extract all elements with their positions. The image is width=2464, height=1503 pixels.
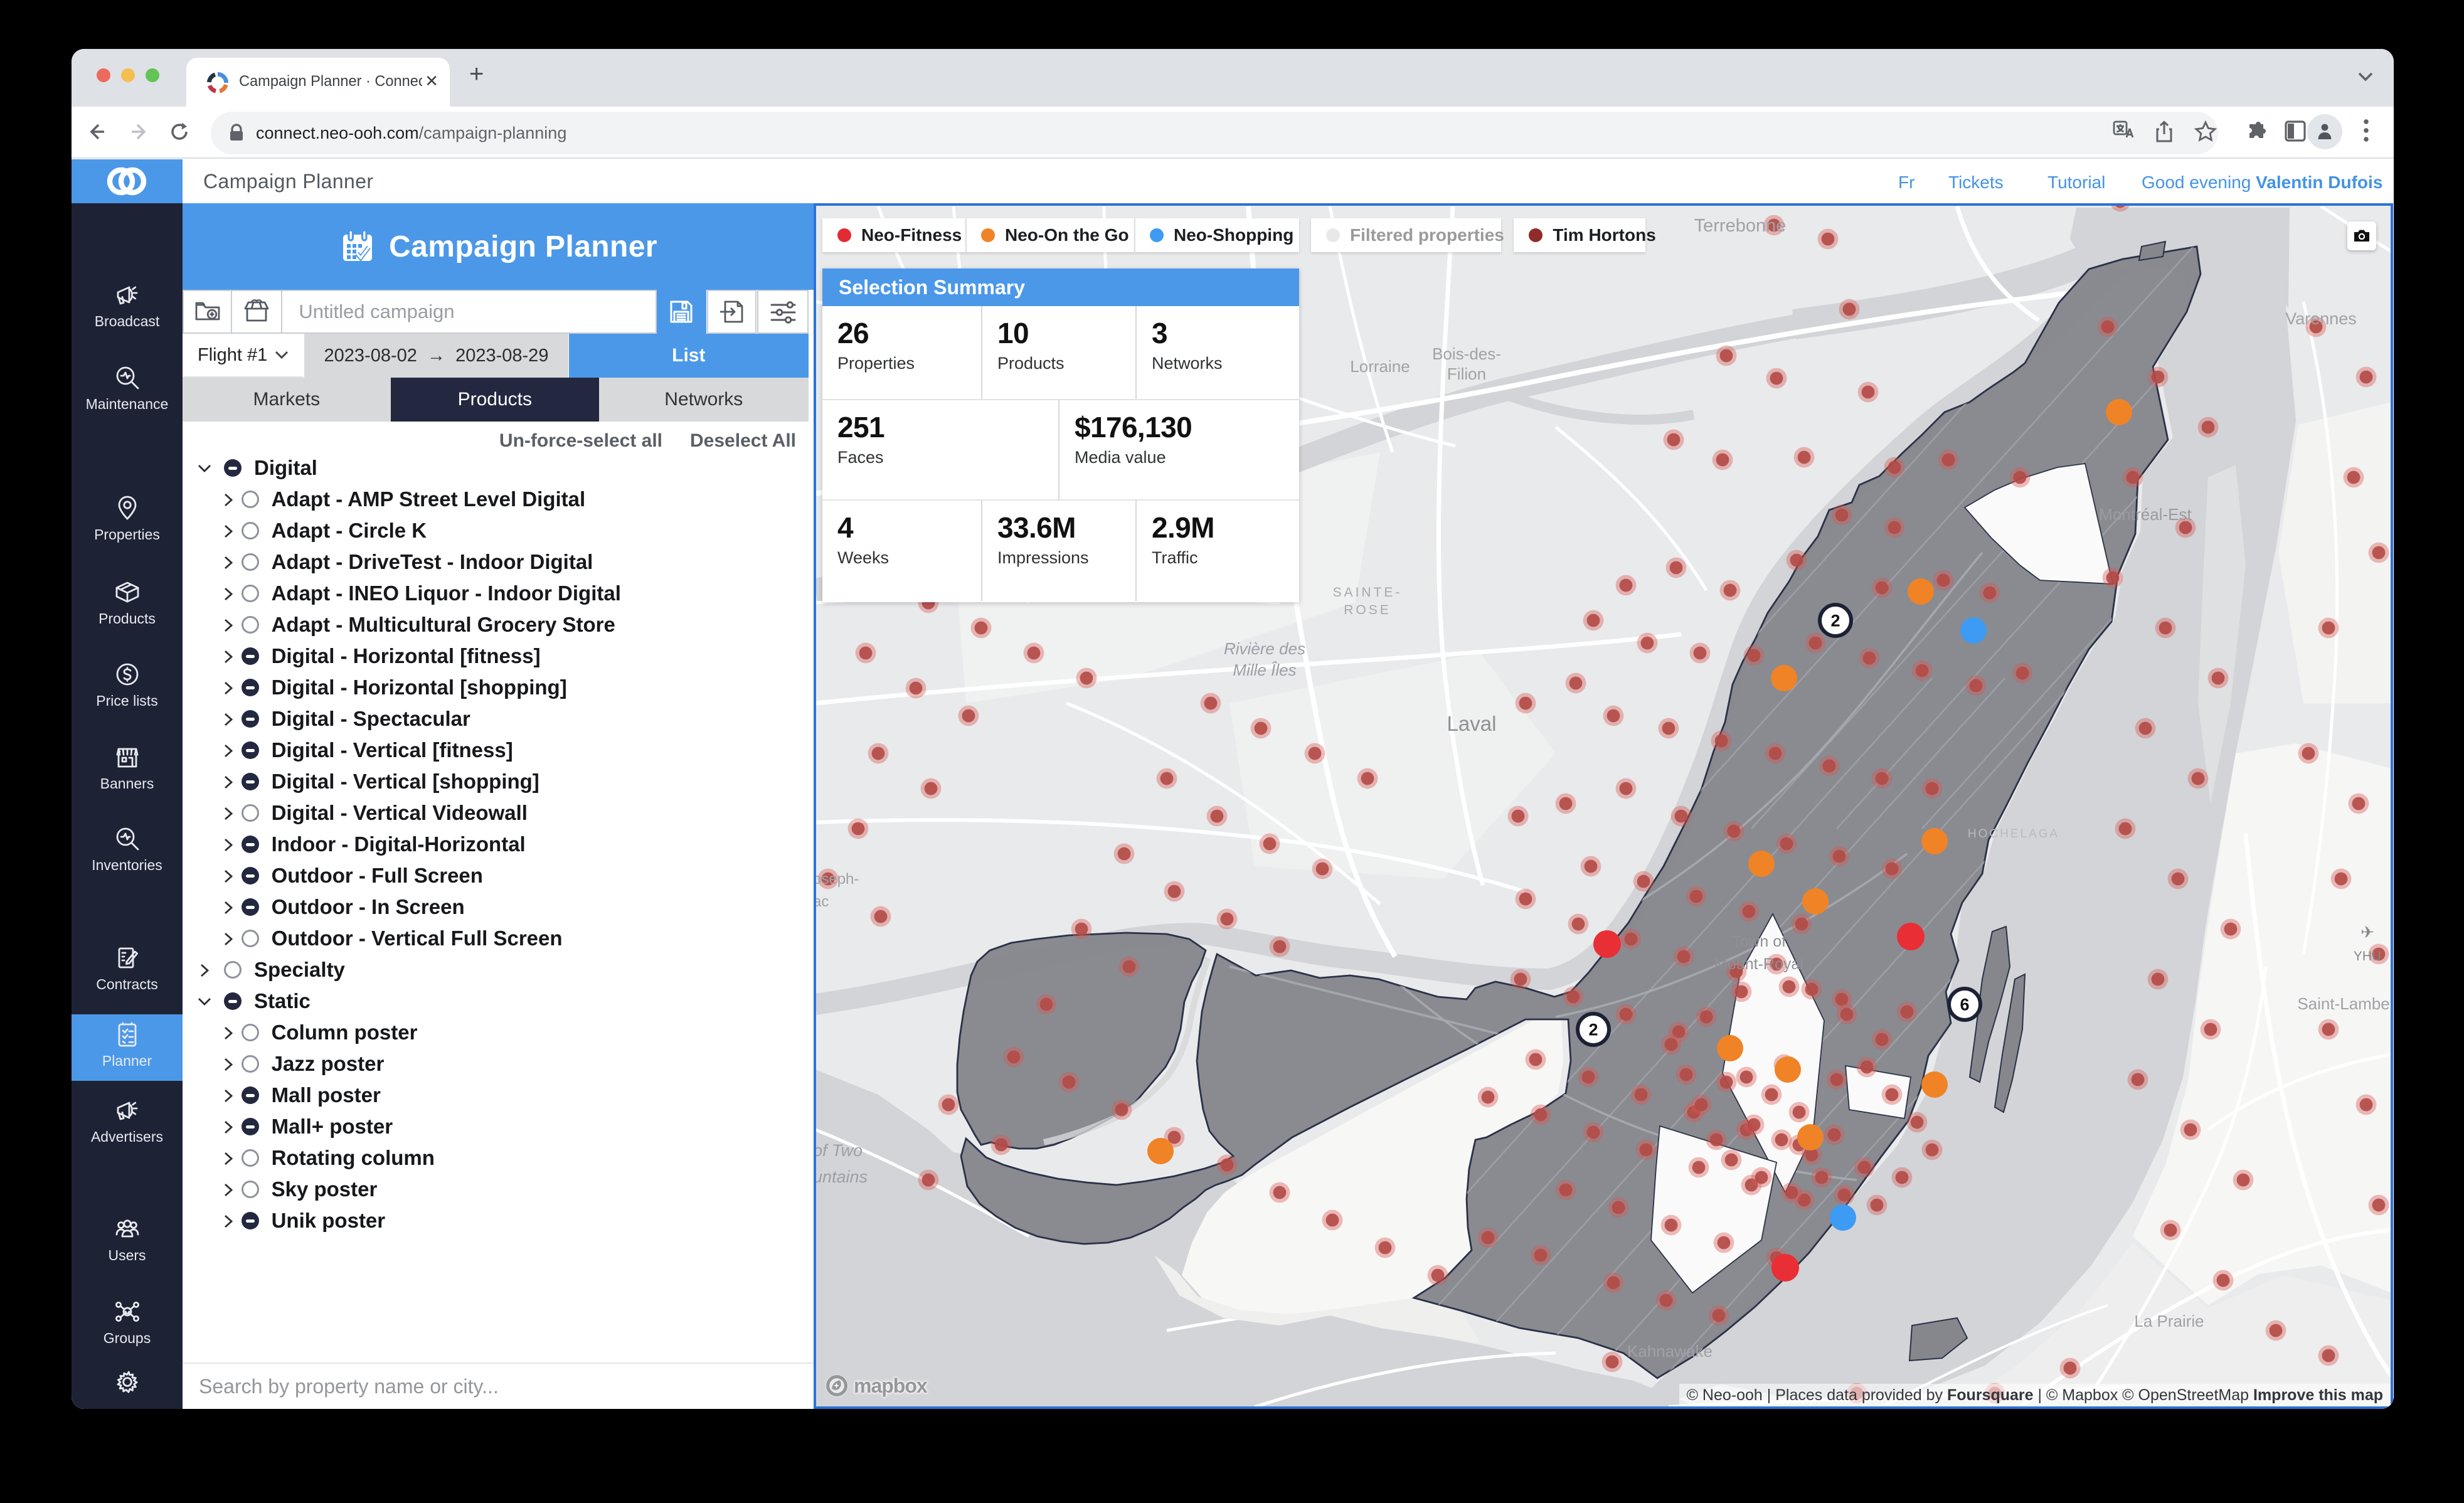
svg-text:Bois-des-: Bois-des- <box>1432 344 1501 363</box>
svg-text:oseph-: oseph- <box>816 871 859 888</box>
svg-text:Mille Îles: Mille Îles <box>1233 661 1296 679</box>
svg-text:Kahnawake: Kahnawake <box>1627 1342 1713 1361</box>
svg-text:SAINTE-: SAINTE- <box>1333 585 1403 600</box>
svg-text:Saint-Lambert: Saint-Lambert <box>2297 994 2391 1013</box>
svg-text:Laval: Laval <box>1447 712 1497 735</box>
svg-text:Terrebonne: Terrebonne <box>1694 216 1787 236</box>
svg-text:Varennes: Varennes <box>2285 309 2357 328</box>
svg-text:2: 2 <box>1588 1021 1598 1039</box>
svg-text:✈: ✈ <box>2360 923 2374 942</box>
svg-text:ROSE: ROSE <box>1344 603 1391 617</box>
svg-text:of Two: of Two <box>816 1141 863 1160</box>
svg-text:HOCHELAGA: HOCHELAGA <box>1968 827 2059 841</box>
svg-text:La Prairie: La Prairie <box>2134 1312 2204 1330</box>
svg-text:Montréal-Est: Montréal-Est <box>2099 505 2192 524</box>
svg-text:untains: untains <box>816 1167 868 1186</box>
svg-text:Town of: Town of <box>1732 933 1786 950</box>
svg-text:2: 2 <box>1830 612 1840 630</box>
svg-text:ac: ac <box>816 893 829 910</box>
svg-text:Mount-Royal: Mount-Royal <box>1714 955 1803 973</box>
svg-text:YHU: YHU <box>2354 949 2381 964</box>
svg-text:Filion: Filion <box>1447 364 1486 383</box>
svg-text:6: 6 <box>1960 996 1969 1014</box>
svg-text:Rivière des: Rivière des <box>1224 639 1305 658</box>
svg-text:Lorraine: Lorraine <box>1350 357 1410 376</box>
